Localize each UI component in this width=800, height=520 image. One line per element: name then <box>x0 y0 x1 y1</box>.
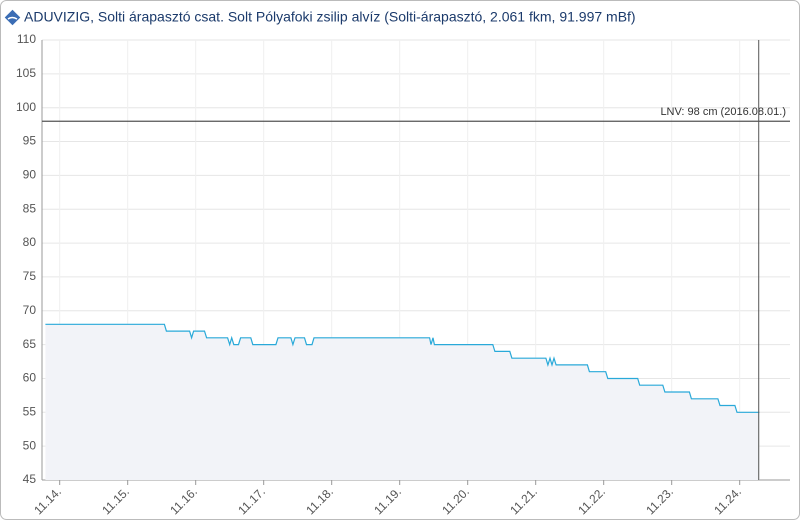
y-tick-label: 50 <box>23 438 37 452</box>
area-fill <box>45 324 760 480</box>
reference-label: LNV: 98 cm (2016.08.01.) <box>660 106 786 118</box>
y-tick-label: 75 <box>23 269 37 283</box>
y-tick-label: 45 <box>23 472 37 486</box>
y-tick-label: 90 <box>23 168 37 182</box>
y-tick-label: 85 <box>23 201 37 215</box>
y-tick-label: 70 <box>23 303 37 317</box>
y-tick-label: 100 <box>16 100 36 114</box>
y-tick-label: 60 <box>23 371 37 385</box>
y-tick-label: 105 <box>16 66 36 80</box>
y-tick-label: 80 <box>23 235 37 249</box>
y-tick-label: 65 <box>23 337 37 351</box>
y-tick-label: 110 <box>17 32 36 46</box>
y-tick-label: 55 <box>23 404 37 418</box>
y-tick-label: 95 <box>23 134 37 148</box>
chart-title: ADUVIZIG, Solti árapasztó csat. Solt Pól… <box>24 9 636 25</box>
data-line <box>45 323 760 413</box>
